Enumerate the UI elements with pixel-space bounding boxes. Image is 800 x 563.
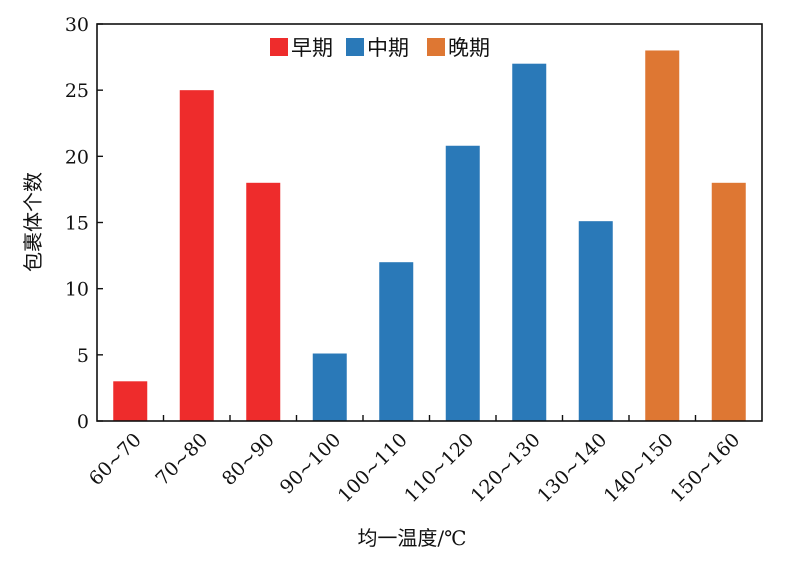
bar-140~150 — [645, 50, 680, 421]
x-axis-title: 均一温度/℃ — [357, 526, 466, 550]
y-axis-title: 包裹体个数 — [21, 172, 45, 272]
y-tick-label: 10 — [65, 279, 89, 301]
bar-120~130 — [512, 63, 547, 421]
legend-label: 早期 — [291, 36, 333, 60]
x-tick-label: 110~120 — [400, 429, 478, 507]
bar-100~110 — [379, 262, 414, 421]
bar-130~140 — [578, 221, 613, 421]
x-tick-label: 120~130 — [467, 429, 545, 507]
bar-110~120 — [445, 145, 480, 421]
bar-80~90 — [246, 182, 281, 421]
x-tick-label: 90~100 — [276, 429, 346, 499]
bar-60~70 — [113, 381, 148, 421]
y-axis: 0 5 10 15 20 25 30 — [65, 14, 103, 433]
x-tick-label: 150~160 — [666, 429, 744, 507]
x-axis: 60~70 70~80 80~9090~100100~110110~120120~1… — [85, 415, 744, 507]
y-tick-label: 15 — [65, 213, 89, 235]
legend-label: 晚期 — [448, 36, 490, 60]
x-tick-label: 70~80 — [151, 429, 212, 490]
y-tick-label: 5 — [77, 345, 89, 367]
x-tick-label: 60~70 — [85, 429, 146, 490]
bar-150~160 — [711, 182, 746, 421]
x-tick-label: 80~90 — [218, 429, 279, 490]
x-tick-label: 100~110 — [334, 429, 412, 507]
x-tick-label: 140~150 — [600, 429, 678, 507]
bar-90~100 — [312, 353, 347, 421]
y-tick-label: 25 — [65, 80, 89, 102]
y-tick-label: 0 — [77, 411, 89, 433]
legend-label: 中期 — [367, 36, 409, 60]
legend-swatch — [270, 38, 288, 56]
y-tick-label: 20 — [65, 146, 89, 168]
legend: 早期 中期 晚期 — [270, 36, 490, 60]
legend-swatch — [346, 38, 364, 56]
bars-group — [113, 50, 746, 422]
x-tick-label: 130~140 — [533, 429, 611, 507]
legend-swatch — [427, 38, 445, 56]
y-tick-label: 30 — [65, 14, 89, 36]
bar-70~80 — [179, 90, 214, 422]
